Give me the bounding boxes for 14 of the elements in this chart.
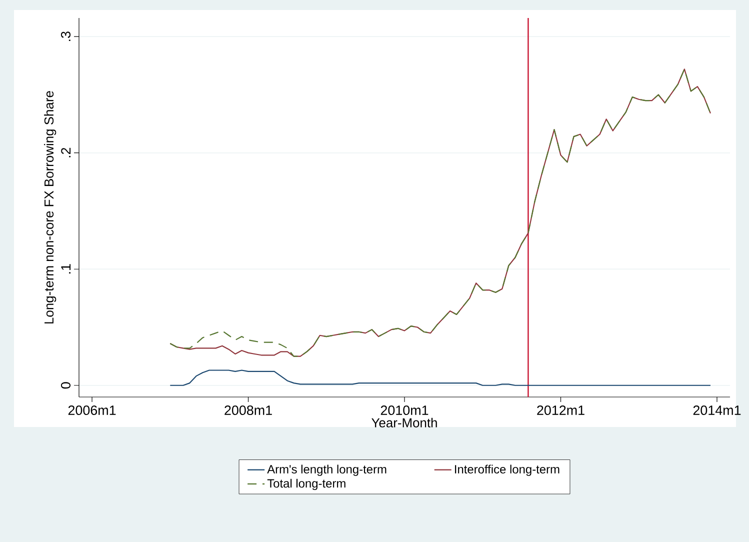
y-tick-label: 0 bbox=[60, 382, 70, 389]
x-tick-label: 2010m1 bbox=[380, 406, 428, 416]
legend-label: Interoffice long-term bbox=[455, 464, 560, 476]
legend-label: Arm's length long-term bbox=[267, 464, 386, 476]
x-tick-label: 2006m1 bbox=[68, 406, 116, 416]
y-tick-label: .2 bbox=[61, 148, 71, 158]
x-tick-label: 2012m1 bbox=[537, 406, 584, 416]
x-axis-title: Year-Month bbox=[372, 418, 437, 428]
x-tick-label: 2008m1 bbox=[224, 406, 272, 416]
y-axis-title: Long-term non-core FX Borrowing Share bbox=[44, 91, 56, 324]
y-tick-label: .1 bbox=[61, 264, 71, 274]
legend-label: Total long-term bbox=[267, 478, 346, 490]
y-tick-label: .3 bbox=[60, 32, 70, 41]
x-tick-label: 2014m1 bbox=[693, 406, 741, 416]
